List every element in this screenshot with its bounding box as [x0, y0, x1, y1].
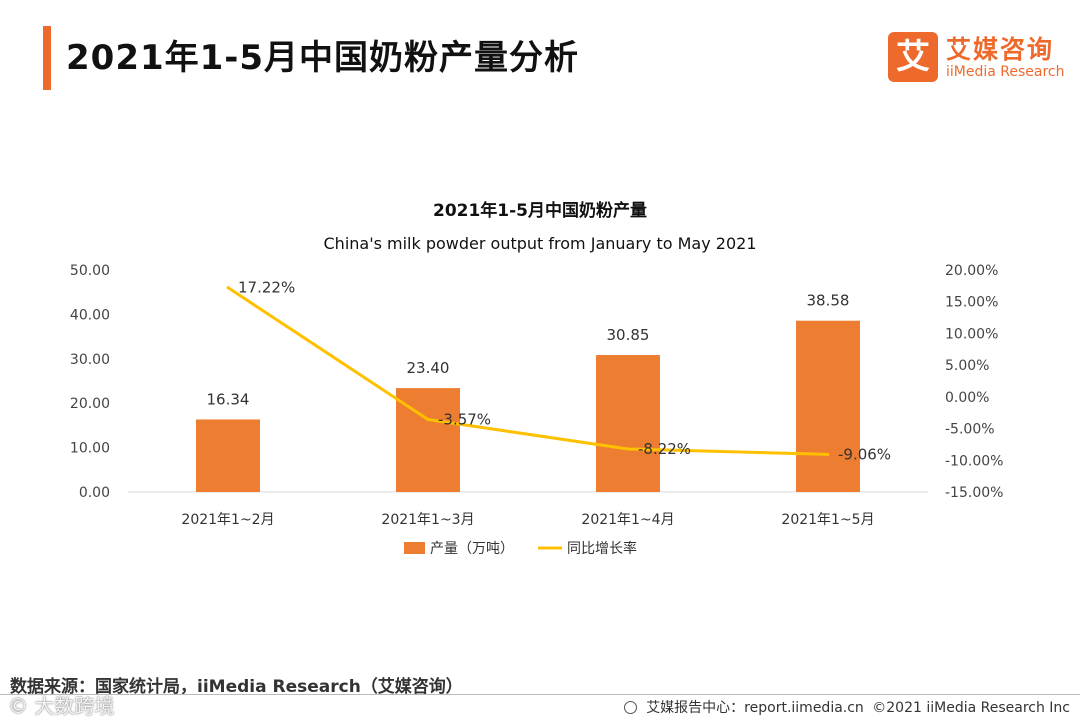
y-right-tick-label: 5.00% — [945, 358, 989, 374]
bar-data-label: 23.40 — [407, 359, 450, 377]
logo-text-cn: 艾媒咨询 — [946, 35, 1055, 64]
y-right-tick-label: 20.00% — [945, 263, 998, 279]
x-tick-label: 2021年1~5月 — [781, 512, 874, 528]
y-right-tick-label: 0.00% — [945, 390, 989, 406]
y-right-tick-label: -15.00% — [945, 485, 1003, 501]
line-growth-rate — [227, 286, 829, 456]
line-data-label: -8.22% — [638, 440, 691, 458]
bar-output — [196, 419, 260, 492]
bar-data-label: 30.85 — [607, 326, 650, 344]
line-point — [426, 418, 430, 422]
bar-data-label: 38.58 — [807, 292, 850, 310]
line-data-label: -9.06% — [838, 445, 891, 463]
legend-swatch-output — [404, 542, 425, 554]
line-point — [626, 447, 630, 451]
y-left-tick-label: 10.00 — [70, 441, 110, 457]
page-title: 2021年1-5月中国奶粉产量分析 — [66, 38, 580, 78]
y-left-tick-label: 50.00 — [70, 263, 110, 279]
line-data-label: 17.22% — [238, 279, 295, 297]
x-tick-label: 2021年1~2月 — [181, 512, 274, 528]
copyright: ©2021 iiMedia Research Inc — [872, 700, 1070, 716]
x-tick-label: 2021年1~4月 — [581, 512, 674, 528]
y-left-tick-label: 40.00 — [70, 307, 110, 323]
legend-label-output: 产量（万吨） — [430, 541, 514, 557]
chart-title: 2021年1-5月中国奶粉产量 — [433, 200, 647, 221]
globe-icon — [624, 701, 638, 714]
chart-subtitle: China's milk powder output from January … — [324, 234, 757, 253]
y-left-tick-label: 20.00 — [70, 396, 110, 412]
footer-divider — [0, 694, 1080, 695]
data-source: 数据来源：国家统计局，iiMedia Research（艾媒咨询） — [10, 677, 463, 697]
bar-data-label: 16.34 — [207, 390, 250, 408]
legend-label-growth: 同比增长率 — [567, 540, 637, 557]
line-point — [226, 286, 230, 290]
x-tick-label: 2021年1~3月 — [381, 512, 474, 528]
y-right-tick-label: 10.00% — [945, 326, 998, 342]
title-accent-bar — [43, 26, 51, 90]
bar-output — [596, 355, 660, 492]
line-point — [826, 452, 830, 456]
watermark: © 大数跨境 — [8, 694, 115, 718]
logo-icon: 艾 — [888, 32, 938, 82]
logo-text-en: iiMedia Research — [946, 64, 1065, 80]
line-data-label: -3.57% — [438, 411, 491, 429]
y-left-tick-label: 30.00 — [70, 352, 110, 368]
y-right-tick-label: 15.00% — [945, 295, 998, 311]
bar-output — [796, 320, 860, 492]
report-center-label: 艾媒报告中心：report.iimedia.cn — [646, 700, 864, 716]
y-right-tick-label: -5.00% — [945, 422, 995, 438]
y-right-tick-label: -10.00% — [945, 453, 1003, 469]
brand-logo: 艾 艾媒咨询 iiMedia Research — [888, 30, 1068, 86]
y-left-tick-label: 0.00 — [79, 485, 110, 501]
footer-info: 艾媒报告中心：report.iimedia.cn ©2021 iiMedia R… — [620, 697, 1070, 717]
